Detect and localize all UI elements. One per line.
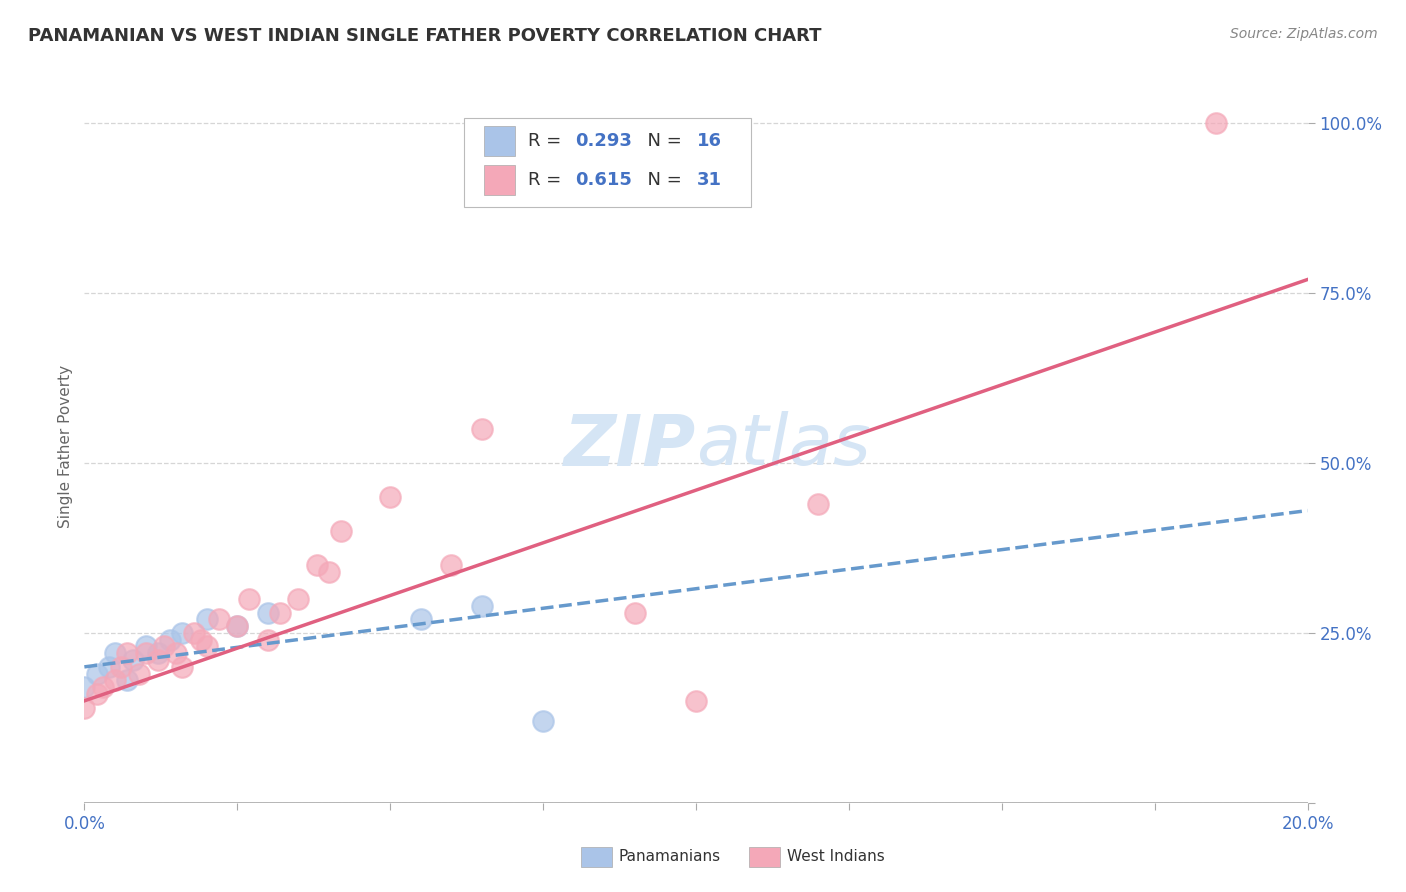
Point: [91, 680, 114, 694]
Text: R =: R =: [529, 132, 568, 150]
Point: [73, 700, 96, 714]
FancyBboxPatch shape: [484, 127, 515, 156]
Point: [531, 714, 554, 729]
Point: [97, 660, 120, 674]
Point: [318, 565, 340, 579]
Point: [257, 632, 280, 647]
Text: N =: N =: [636, 171, 688, 189]
Point: [409, 612, 432, 626]
Text: Source: ZipAtlas.com: Source: ZipAtlas.com: [1230, 27, 1378, 41]
Point: [190, 632, 212, 647]
Point: [1205, 116, 1227, 130]
Point: [624, 606, 647, 620]
Point: [122, 653, 145, 667]
Text: 31: 31: [697, 171, 723, 189]
Point: [195, 640, 218, 654]
Point: [685, 694, 707, 708]
Point: [807, 497, 830, 511]
Text: West Indians: West Indians: [787, 849, 886, 863]
Text: PANAMANIAN VS WEST INDIAN SINGLE FATHER POVERTY CORRELATION CHART: PANAMANIAN VS WEST INDIAN SINGLE FATHER …: [28, 27, 821, 45]
FancyBboxPatch shape: [464, 118, 751, 207]
Point: [146, 653, 169, 667]
Text: N =: N =: [636, 132, 688, 150]
Point: [257, 606, 280, 620]
Point: [73, 680, 96, 694]
Point: [172, 660, 194, 674]
Text: 0.293: 0.293: [575, 132, 631, 150]
Point: [195, 612, 218, 626]
Point: [287, 591, 309, 606]
Text: ZIP: ZIP: [564, 411, 696, 481]
Point: [330, 524, 353, 538]
Point: [471, 599, 494, 613]
Point: [104, 646, 127, 660]
Point: [380, 490, 402, 504]
Y-axis label: Single Father Poverty: Single Father Poverty: [58, 365, 73, 527]
Point: [238, 591, 260, 606]
Point: [440, 558, 463, 572]
Point: [226, 619, 249, 633]
Point: [269, 606, 291, 620]
Point: [146, 646, 169, 660]
Point: [135, 646, 157, 660]
FancyBboxPatch shape: [484, 165, 515, 194]
Point: [226, 619, 249, 633]
Point: [128, 666, 150, 681]
Point: [104, 673, 127, 688]
Point: [183, 626, 205, 640]
Text: R =: R =: [529, 171, 568, 189]
Text: 16: 16: [697, 132, 723, 150]
Point: [135, 640, 157, 654]
Point: [172, 626, 194, 640]
Point: [471, 422, 494, 436]
Text: atlas: atlas: [696, 411, 870, 481]
Point: [153, 640, 176, 654]
Point: [208, 612, 231, 626]
Text: 0.615: 0.615: [575, 171, 631, 189]
Point: [115, 646, 138, 660]
Point: [159, 632, 181, 647]
Point: [110, 660, 132, 674]
Point: [115, 673, 138, 688]
Point: [86, 666, 108, 681]
Point: [305, 558, 328, 572]
Point: [86, 687, 108, 701]
Text: Panamanians: Panamanians: [619, 849, 721, 863]
Point: [165, 646, 187, 660]
